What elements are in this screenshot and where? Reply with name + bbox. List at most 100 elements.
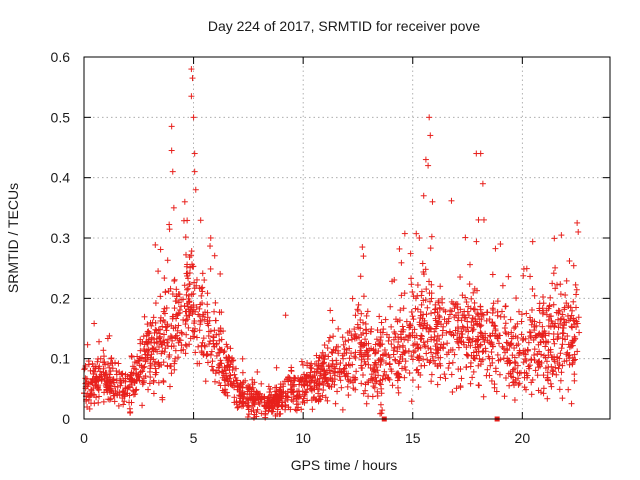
data-point [551, 324, 557, 330]
data-point [441, 371, 447, 377]
data-point [363, 321, 369, 327]
data-point [437, 283, 443, 289]
data-point [182, 199, 188, 205]
data-point [544, 396, 550, 402]
data-point [464, 352, 470, 358]
data-point [195, 344, 201, 350]
data-point [356, 302, 362, 308]
data-point [158, 246, 164, 252]
data-point [398, 260, 404, 266]
data-point [373, 361, 379, 367]
x-tick-label: 10 [295, 430, 311, 446]
data-point [449, 372, 455, 378]
data-point [212, 253, 218, 259]
data-point [115, 360, 121, 366]
data-point [410, 313, 416, 319]
data-point [82, 375, 88, 381]
data-point [327, 307, 333, 313]
data-point [179, 331, 185, 337]
data-point [529, 391, 535, 397]
y-tick-label: 0 [62, 411, 70, 427]
data-point [551, 341, 557, 347]
data-point [379, 319, 385, 325]
data-point [560, 330, 566, 336]
data-point [471, 369, 477, 375]
data-point [380, 326, 386, 332]
data-point [458, 384, 464, 390]
data-point [395, 378, 401, 384]
data-point [468, 381, 474, 387]
data-point [569, 361, 575, 367]
data-point [240, 356, 246, 362]
data-point [576, 330, 582, 336]
data-point [139, 402, 145, 408]
data-point [127, 406, 133, 412]
data-point [396, 246, 402, 252]
data-point [327, 335, 333, 341]
data-point [350, 296, 356, 302]
data-point [505, 274, 511, 280]
data-point [205, 290, 211, 296]
data-point [145, 387, 151, 393]
data-point [354, 306, 360, 312]
data-point [362, 336, 368, 342]
data-point [437, 374, 443, 380]
data-point [120, 402, 126, 408]
data-point [151, 314, 157, 320]
data-point [416, 235, 422, 241]
data-point [492, 381, 498, 387]
x-tick-label: 5 [190, 430, 198, 446]
data-point [462, 235, 468, 241]
data-point [360, 253, 366, 259]
data-point [364, 401, 370, 407]
y-tick-label: 0.4 [51, 170, 71, 186]
data-point [513, 295, 519, 301]
data-point [420, 356, 426, 362]
data-point [464, 352, 470, 358]
data-point [283, 312, 289, 318]
data-point [199, 284, 205, 290]
data-point [169, 148, 175, 154]
data-point [212, 379, 218, 385]
data-point [235, 404, 241, 410]
x-tick-label: 20 [515, 430, 531, 446]
data-point [426, 114, 432, 120]
data-point [431, 329, 437, 335]
data-point [468, 296, 474, 302]
data-point [424, 305, 430, 311]
data-point [402, 364, 408, 370]
data-point [338, 377, 344, 383]
data-point [165, 257, 171, 263]
data-point [330, 317, 336, 323]
data-point [537, 300, 543, 306]
data-point [471, 326, 477, 332]
data-point [364, 313, 370, 319]
y-axis-label: SRMTID / TECUs [5, 183, 21, 293]
data-point [200, 270, 206, 276]
data-point [571, 378, 577, 384]
data-point [385, 338, 391, 344]
data-point [472, 300, 478, 306]
data-point [390, 382, 396, 388]
data-point [378, 410, 384, 416]
data-point [116, 403, 122, 409]
data-point [465, 324, 471, 330]
data-point [458, 375, 464, 381]
data-point [210, 358, 216, 364]
data-point [502, 325, 508, 331]
data-point [478, 151, 484, 157]
data-point [493, 368, 499, 374]
data-point [562, 292, 568, 298]
data-point [358, 273, 364, 279]
data-point [551, 235, 557, 241]
data-point [558, 369, 564, 375]
data-point [203, 378, 209, 384]
data-point [198, 343, 204, 349]
data-point [409, 309, 415, 315]
data-point [254, 369, 260, 375]
data-point [558, 232, 564, 238]
data-point [573, 304, 579, 310]
data-point [470, 328, 476, 334]
data-point [523, 311, 529, 317]
data-point [400, 324, 406, 330]
